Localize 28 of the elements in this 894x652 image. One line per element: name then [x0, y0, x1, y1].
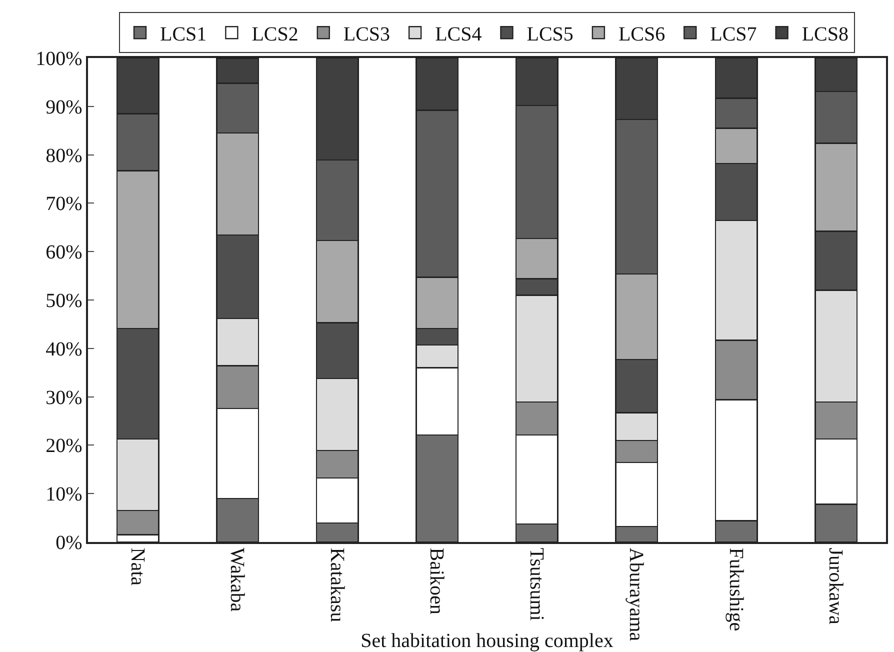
y-tick-label: 20%	[46, 435, 82, 458]
x-tick-label: Katakasu	[326, 548, 348, 622]
legend-label: LCS1	[160, 23, 207, 46]
y-tick-label: 50%	[46, 290, 82, 312]
legend-label: LCS8	[802, 23, 848, 46]
legend-label: LCS7	[710, 23, 757, 46]
x-tick-label: Fukushige	[724, 548, 747, 632]
x-tick-label: Jurokawa	[824, 548, 847, 625]
legend-label: LCS2	[252, 23, 298, 46]
y-tick-label: 30%	[46, 386, 82, 409]
x-tick-label: Wakaba	[226, 548, 248, 612]
x-tick-label: Nata	[126, 548, 148, 586]
y-tick-label: 0%	[56, 532, 82, 554]
legend-label: LCS4	[435, 23, 482, 46]
legend-label: LCS3	[343, 23, 390, 46]
y-tick-label: 90%	[46, 96, 82, 118]
y-tick-label: 60%	[46, 242, 82, 264]
y-tick-label: 100%	[36, 48, 82, 70]
y-tick-label: 70%	[46, 193, 82, 216]
x-axis-title: Set habitation housing complex	[360, 630, 614, 652]
x-tick-label: Tsutsumi	[525, 548, 548, 622]
y-tick-label: 40%	[46, 338, 82, 360]
y-tick-label: 80%	[46, 144, 82, 167]
legend-label: LCS6	[618, 23, 666, 46]
legend-label: LCS5	[526, 23, 574, 46]
x-tick-label: Aburayama	[625, 548, 648, 642]
y-tick-label: 10%	[46, 484, 82, 506]
x-tick-label: Baikoen	[426, 548, 448, 614]
